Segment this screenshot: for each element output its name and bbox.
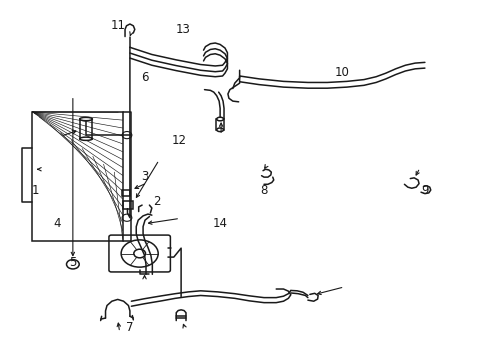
Text: 6: 6	[141, 71, 148, 84]
Text: 4: 4	[53, 216, 61, 230]
Bar	[216, 119, 224, 130]
Text: 3: 3	[141, 170, 148, 183]
Text: 13: 13	[176, 23, 191, 36]
Text: 12: 12	[171, 134, 186, 147]
Text: 9: 9	[420, 184, 428, 197]
Text: 5: 5	[69, 256, 77, 269]
Bar	[122, 201, 133, 209]
Text: 7: 7	[126, 320, 133, 333]
Ellipse shape	[80, 117, 92, 121]
Text: 2: 2	[153, 195, 160, 208]
Text: 10: 10	[334, 66, 349, 79]
Bar	[122, 190, 130, 196]
Text: 14: 14	[212, 216, 227, 230]
Text: 8: 8	[260, 184, 267, 197]
Ellipse shape	[216, 128, 223, 132]
Bar	[80, 119, 92, 139]
Text: 1: 1	[32, 184, 40, 197]
Ellipse shape	[80, 137, 92, 140]
Ellipse shape	[216, 117, 223, 121]
Bar	[32, 112, 122, 241]
Text: 11: 11	[110, 19, 125, 32]
